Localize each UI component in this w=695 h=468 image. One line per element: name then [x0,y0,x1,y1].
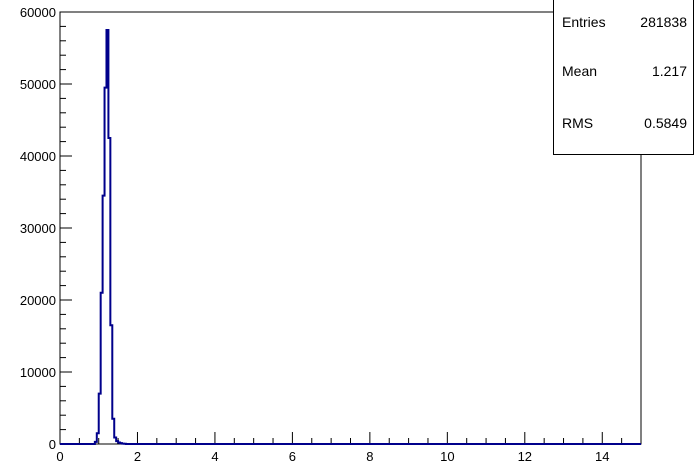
y-axis: 0 10000 20000 30000 40000 50000 60000 [20,5,72,452]
y-tick-label: 20000 [20,293,56,308]
x-tick-label: 4 [211,449,218,464]
y-tick-label: 0 [49,437,56,452]
stats-rms-value: 0.5849 [644,115,687,131]
statistics-box: Entries 281838 Mean 1.217 RMS 0.5849 [553,0,694,155]
stats-mean-value: 1.217 [651,63,687,79]
y-tick-label: 60000 [20,5,56,20]
x-tick-label: 8 [366,449,373,464]
x-tick-label: 2 [134,449,141,464]
x-tick-label: 10 [440,449,454,464]
stats-entries-label: Entries [562,14,606,30]
stats-mean-label: Mean [562,63,598,79]
y-tick-label: 30000 [20,221,56,236]
y-tick-label: 40000 [20,149,56,164]
x-tick-label: 12 [518,449,532,464]
x-tick-label: 0 [56,449,63,464]
y-tick-label: 50000 [20,77,56,92]
stats-entries-row: Entries 281838 [554,14,693,34]
x-tick-label: 6 [289,449,296,464]
histogram-series [60,29,641,445]
y-tick-label: 10000 [20,365,56,380]
stats-rms-row: RMS 0.5849 [554,115,693,135]
stats-rms-label: RMS [562,115,594,131]
stats-mean-row: Mean 1.217 [554,63,693,83]
x-axis: 0 2 4 6 8 10 12 14 [56,432,642,464]
stats-entries-value: 281838 [640,14,687,30]
x-tick-label: 14 [595,449,609,464]
